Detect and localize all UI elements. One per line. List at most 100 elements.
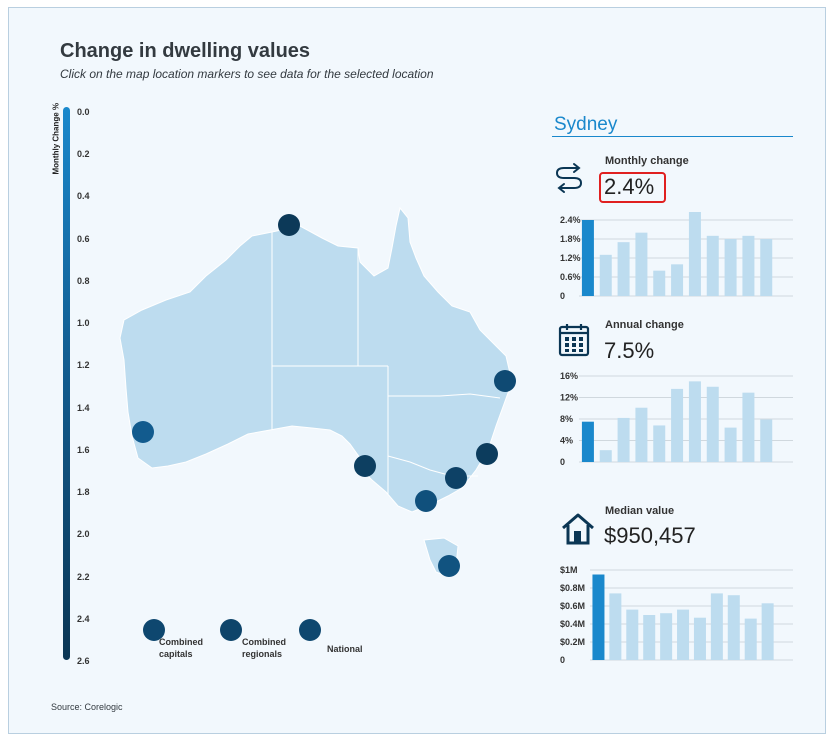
bar[interactable] [760,419,773,462]
arrows-swap-icon [555,163,583,193]
map-markers[interactable] [132,214,516,577]
bar[interactable] [693,617,706,660]
bar[interactable] [653,270,666,296]
bar[interactable] [643,615,656,660]
bar[interactable] [609,593,622,660]
aggregate-marker[interactable] [299,619,321,641]
bar[interactable] [626,609,639,660]
bar[interactable] [599,254,612,296]
selected-city: Sydney [554,114,618,135]
bar[interactable] [727,595,740,660]
scale-tick-label: 1.8 [77,487,90,498]
y-tick-label: 0 [560,655,565,664]
city-divider [552,136,793,137]
bar[interactable] [660,613,673,660]
bar[interactable] [724,427,737,462]
scale-tick-label: 2.2 [77,571,90,582]
aggregate-marker[interactable] [220,619,242,641]
scale-tick-label: 1.0 [77,318,90,329]
bar[interactable] [706,235,719,296]
scale-tick-label: 1.6 [77,444,90,455]
house-icon [562,513,594,545]
color-scale-bar [63,107,70,660]
aggregate-label-national[interactable]: National [327,644,363,654]
scale-tick-label: 2.4 [77,613,90,624]
y-tick-label: 16% [560,371,578,381]
australia-landmass [119,206,513,577]
y-tick-label: 0 [560,457,565,467]
scale-tick-label: 1.2 [77,360,90,371]
marker-canberra[interactable] [445,467,467,489]
marker-adelaide[interactable] [354,455,376,477]
bar[interactable] [688,212,701,296]
bar[interactable] [710,593,723,660]
bar[interactable] [744,618,757,660]
bar[interactable] [671,264,684,296]
page-subtitle: Click on the map location markers to see… [60,67,434,81]
y-tick-label: $1M [560,565,578,575]
monthly-change-label: Monthly change [605,155,689,167]
scale-tick-label: 0.4 [77,191,90,202]
bar[interactable] [671,388,684,462]
y-tick-label: 4% [560,436,573,446]
bar[interactable] [761,603,774,660]
marker-sydney[interactable] [476,443,498,465]
bar[interactable] [581,421,594,462]
median-value-chart: 0 $0.2M $0.4M $0.6M $0.8M $1M [560,565,793,664]
bar[interactable] [592,574,605,661]
annual-change-label: Annual change [605,319,684,331]
marker-darwin[interactable] [278,214,300,236]
y-tick-label: 12% [560,393,578,403]
scale-tick-label: 0.0 [77,107,90,117]
annual-change-value: 7.5% [604,338,655,363]
bar[interactable] [706,386,719,462]
marker-hobart[interactable] [438,555,460,577]
border-qld-nsw [388,393,501,399]
calendar-icon [558,324,590,357]
bar[interactable] [760,239,773,296]
aggregate-marker[interactable] [143,619,165,641]
marker-brisbane[interactable] [494,370,516,392]
marker-perth[interactable] [132,421,154,443]
y-tick-label: 0.6% [560,272,581,282]
bar[interactable] [617,417,630,462]
bar[interactable] [742,392,755,462]
annual-change-chart: 0 4% 8% 12% 16% [560,371,793,467]
bar[interactable] [599,450,612,462]
median-value-value: $950,457 [604,523,696,548]
monthly-change-value: 2.4% [604,174,655,199]
aggregate-label-combined-capitals[interactable]: Combined capitals [159,637,203,659]
bar[interactable] [653,425,666,462]
y-tick-label: $0.4M [560,619,585,629]
y-tick-label: 8% [560,414,573,424]
scale-tick-label: 0.6 [77,233,90,244]
source-note: Source: Corelogic [51,702,123,712]
marker-melbourne[interactable] [415,490,437,512]
y-tick-label: $0.8M [560,583,585,593]
y-tick-label: $0.2M [560,637,585,647]
bar[interactable] [742,235,755,296]
bar[interactable] [635,232,648,296]
scale-tick-label: 1.4 [77,402,90,413]
bar[interactable] [617,242,630,296]
aggregate-markers[interactable] [143,619,321,641]
bar[interactable] [581,220,594,296]
y-tick-label: 2.4% [560,215,581,225]
scale-tick-label: 2.0 [77,529,90,540]
monthly-change-highlight [599,172,666,203]
bar[interactable] [677,609,690,660]
y-tick-label: $0.6M [560,601,585,611]
y-tick-label: 1.2% [560,253,581,263]
mainland [119,206,513,513]
aggregate-label-combined-regionals[interactable]: Combined regionals [242,637,286,659]
page-title: Change in dwelling values [60,40,311,62]
scale-tick-label: 2.6 [77,656,90,666]
scale-tick-label: 0.2 [77,149,90,160]
bar[interactable] [688,381,701,462]
bar[interactable] [724,239,737,296]
y-tick-label: 1.8% [560,234,581,244]
bar[interactable] [635,407,648,462]
y-tick-label: 0 [560,291,565,301]
median-value-label: Median value [605,505,675,517]
